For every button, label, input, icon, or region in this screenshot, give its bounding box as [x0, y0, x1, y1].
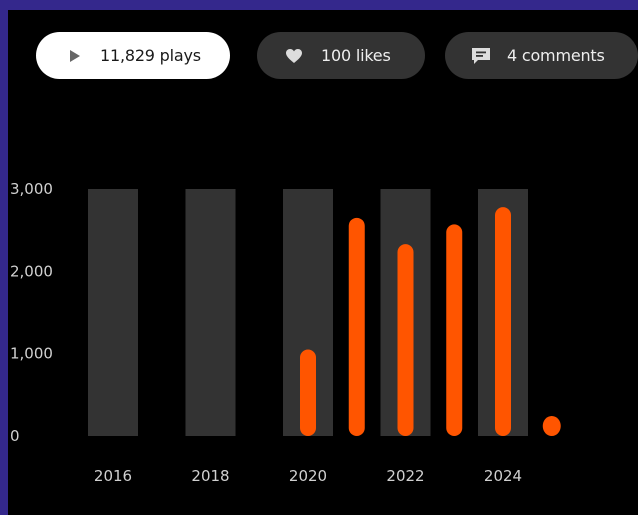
- bar-2021: [348, 217, 365, 436]
- bar-2022: [397, 244, 414, 436]
- comment-icon: [471, 47, 491, 65]
- likes-count: 100 likes: [321, 46, 391, 65]
- bar-2020: [300, 349, 316, 436]
- x-tick-label: 2022: [386, 467, 424, 485]
- plays-tab[interactable]: 11,829 plays: [36, 32, 230, 79]
- heart-icon: [285, 48, 303, 64]
- y-tick-label: 2,000: [10, 262, 53, 280]
- year-column-2016: [88, 189, 138, 436]
- x-tick-label: 2016: [94, 467, 132, 485]
- comments-count: 4 comments: [507, 46, 605, 65]
- y-tick-label: 3,000: [10, 180, 53, 198]
- bar-2025: [542, 416, 561, 436]
- bar-2023: [446, 224, 463, 436]
- x-tick-label: 2020: [289, 467, 327, 485]
- x-tick-label: 2024: [484, 467, 522, 485]
- y-tick-label: 1,000: [10, 345, 53, 363]
- comments-tab[interactable]: 4 comments: [445, 32, 638, 79]
- year-column-2018: [185, 189, 236, 436]
- y-tick-label: 0: [10, 427, 20, 445]
- plays-count: 11,829 plays: [100, 46, 201, 65]
- bar-2024: [495, 207, 511, 436]
- likes-tab[interactable]: 100 likes: [257, 32, 425, 79]
- play-icon: [68, 49, 82, 63]
- x-tick-label: 2018: [191, 467, 229, 485]
